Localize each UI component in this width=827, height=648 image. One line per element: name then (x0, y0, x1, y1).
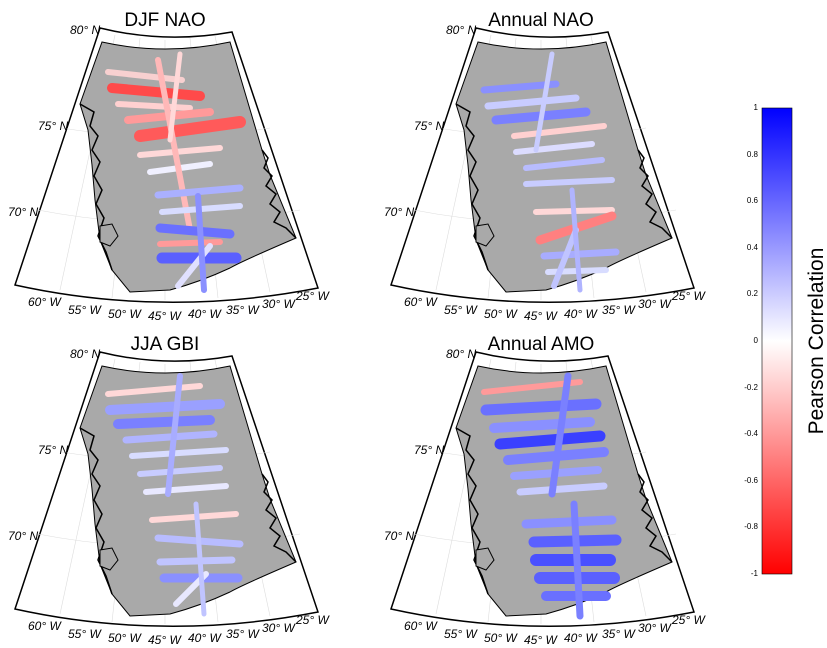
colorbar-tick-label: -0.6 (744, 476, 758, 485)
colorbar-tick-labels: 1 0.8 0.6 0.4 0.2 0 -0.2 -0.4 -0.6 -0.8 … (744, 103, 758, 578)
colorbar-tick-label: -1 (751, 569, 759, 578)
panel-djf-nao: DJF NAO 80° N 75° N (8, 10, 330, 323)
lon-label-30: 30° W (262, 621, 296, 635)
colorbar-tick-label: 0.2 (747, 289, 759, 298)
colorbar-tick-label: 0.4 (747, 243, 759, 252)
lon-label-40: 40° W (188, 631, 222, 645)
lon-label-25: 25° W (671, 289, 706, 303)
lon-label-55: 55° W (444, 303, 478, 317)
lat-label-70: 70° N (8, 529, 38, 543)
lon-label-60: 60° W (404, 619, 438, 633)
lat-label-75: 75° N (38, 443, 68, 457)
lon-label-45: 45° W (524, 309, 558, 323)
lon-label-25: 25° W (671, 613, 706, 627)
lat-label-80: 80° N (70, 23, 100, 37)
lon-label-30: 30° W (262, 297, 296, 311)
lon-label-50: 50° W (484, 631, 518, 645)
lon-label-25: 25° W (295, 613, 330, 627)
lon-label-40: 40° W (564, 631, 598, 645)
lon-label-55: 55° W (68, 627, 102, 641)
panel-title: Annual AMO (488, 334, 595, 355)
colorbar-title: Pearson Correlation (805, 248, 827, 435)
island (99, 547, 119, 571)
lon-label-35: 35° W (602, 627, 636, 641)
colorbar-tick-label: -0.2 (744, 383, 758, 392)
colorbar-tick-label: 0.6 (747, 196, 759, 205)
lat-label-75: 75° N (414, 119, 444, 133)
colorbar-tick-label: -0.8 (744, 522, 758, 531)
colorbar-tick-label: 1 (754, 103, 759, 112)
lon-label-60: 60° W (28, 619, 62, 633)
lat-label-80: 80° N (70, 347, 100, 361)
lon-label-30: 30° W (638, 621, 672, 635)
lat-label-80: 80° N (446, 347, 476, 361)
coastline-west (79, 103, 113, 271)
lon-label-55: 55° W (68, 303, 102, 317)
lon-label-35: 35° W (226, 627, 260, 641)
lon-label-60: 60° W (404, 295, 438, 309)
flight-tracks (105, 373, 244, 617)
lon-label-30: 30° W (638, 297, 672, 311)
panel-annual-amo: Annual AMO 80° N 75° N 70° N (384, 334, 706, 647)
coastline-west (455, 427, 489, 595)
coastline-east (637, 473, 673, 563)
island (475, 547, 495, 571)
lon-label-45: 45° W (148, 309, 182, 323)
colorbar-tick-label: -0.4 (744, 429, 758, 438)
flight-tracks (480, 372, 622, 620)
colorbar-gradient (761, 107, 793, 575)
coastline-east (261, 149, 297, 239)
panel-annual-nao: Annual NAO 80° N 75° N 70° N (384, 10, 706, 323)
flight-tracks (480, 51, 620, 293)
lat-label-70: 70° N (8, 205, 38, 219)
coastline-east (637, 149, 673, 239)
lon-label-35: 35° W (602, 303, 636, 317)
lon-label-25: 25° W (295, 289, 330, 303)
lon-label-60: 60° W (28, 295, 62, 309)
colorbar-tick-label: 0 (754, 336, 759, 345)
lon-label-50: 50° W (108, 631, 142, 645)
lat-label-75: 75° N (38, 119, 68, 133)
panel-jja-gbi: JJA GBI 80° N 75° N 70° N 6 (8, 334, 330, 647)
island (99, 223, 119, 247)
coastline-west (79, 427, 113, 595)
lon-label-45: 45° W (148, 633, 182, 647)
colorbar: 1 0.8 0.6 0.4 0.2 0 -0.2 -0.4 -0.6 -0.8 … (744, 103, 827, 578)
lon-label-35: 35° W (226, 303, 260, 317)
lon-label-50: 50° W (108, 307, 142, 321)
lat-label-70: 70° N (384, 205, 414, 219)
lon-label-45: 45° W (524, 633, 558, 647)
lon-label-55: 55° W (444, 627, 478, 641)
panel-title: Annual NAO (488, 10, 594, 31)
coastline-west (455, 103, 489, 271)
coastline-east (261, 473, 297, 563)
lon-label-40: 40° W (564, 307, 598, 321)
panel-title: DJF NAO (124, 10, 205, 31)
lat-label-70: 70° N (384, 529, 414, 543)
lon-label-50: 50° W (484, 307, 518, 321)
panel-title: JJA GBI (131, 334, 200, 355)
colorbar-tick-label: 0.8 (747, 150, 759, 159)
flight-tracks (105, 51, 246, 293)
lon-label-40: 40° W (188, 307, 222, 321)
lat-label-75: 75° N (414, 443, 444, 457)
island (475, 223, 495, 247)
lat-label-80: 80° N (446, 23, 476, 37)
